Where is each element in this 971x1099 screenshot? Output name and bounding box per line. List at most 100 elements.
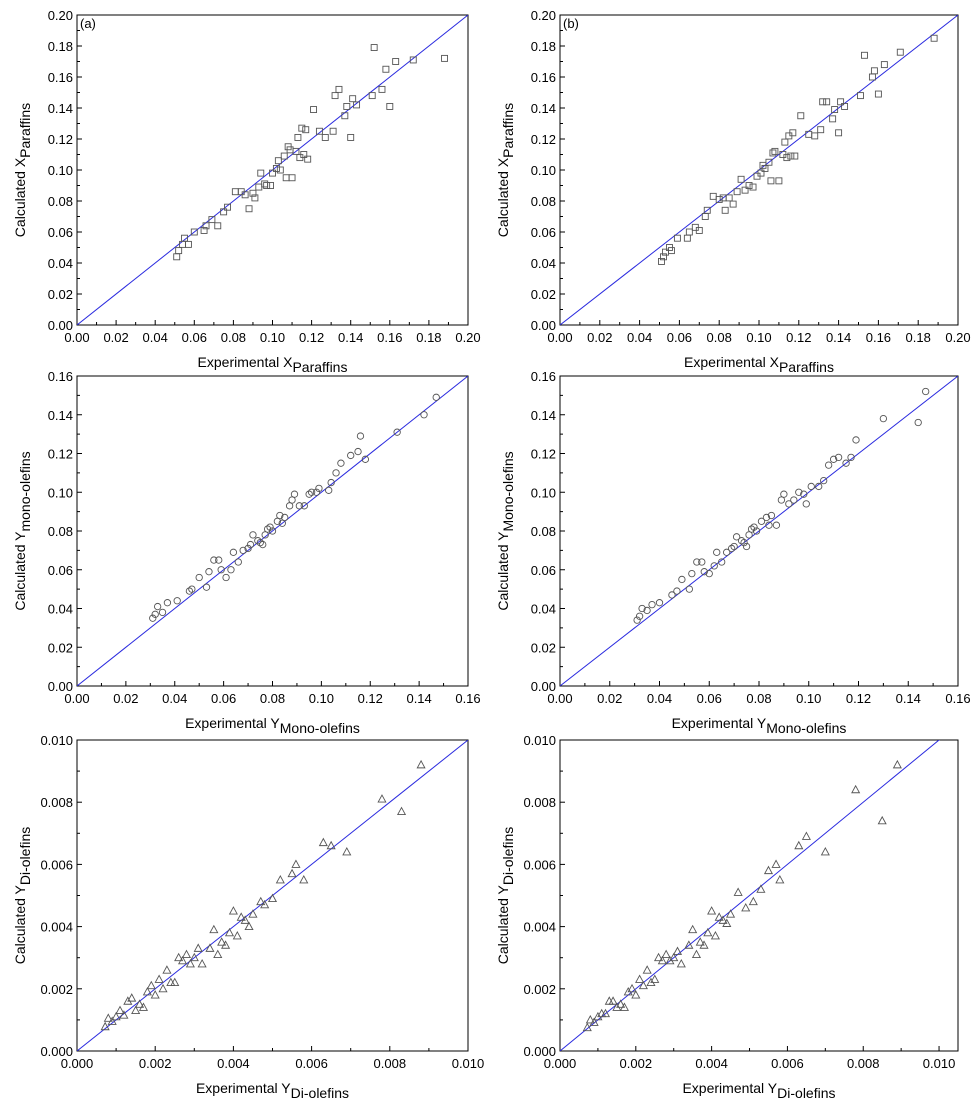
data-point xyxy=(757,517,766,525)
x-tick-label: 0.20 xyxy=(455,330,480,345)
parity-line xyxy=(560,740,940,1051)
data-point xyxy=(815,482,823,491)
y-tick-label: 0.004 xyxy=(523,920,556,935)
x-axis-label-main: Experimental Y xyxy=(682,1080,777,1096)
data-point xyxy=(349,95,357,103)
data-point xyxy=(648,600,656,609)
data-point xyxy=(740,538,748,547)
data-point xyxy=(107,1016,117,1025)
y-tick-label: 0.14 xyxy=(531,408,556,423)
data-point xyxy=(877,815,887,825)
x-tick-label: 0.20 xyxy=(945,330,970,345)
data-point xyxy=(259,540,267,549)
y-tick-label: 0.010 xyxy=(40,733,73,748)
x-axis-label-main: Experimental X xyxy=(684,354,780,370)
data-point xyxy=(741,902,751,912)
x-axis-label: Experimental YMono-olefins xyxy=(672,715,847,736)
data-point xyxy=(842,459,850,467)
y-tick-label: 0.000 xyxy=(40,1044,73,1059)
data-point xyxy=(361,455,370,463)
data-point xyxy=(757,169,765,177)
data-point xyxy=(341,112,349,120)
x-tick-label: 0.12 xyxy=(299,330,324,345)
y-axis-label: Calculated YMono-olefins xyxy=(495,451,516,610)
x-tick-label: 0.04 xyxy=(162,691,187,706)
data-point xyxy=(631,990,641,999)
data-point xyxy=(713,548,721,556)
data-point xyxy=(772,521,781,529)
y-tick-label: 0.008 xyxy=(40,795,73,810)
data-point xyxy=(703,206,711,214)
data-point xyxy=(213,949,223,959)
data-point xyxy=(335,85,343,93)
x-axis-label-main: Experimental Y xyxy=(185,715,280,731)
panel-b: 0.00 0.02 0.04 0.06 0.08 0.10 0.12 0.14 0.16 0.18… xyxy=(495,8,971,375)
y-tick-label: 0.04 xyxy=(48,602,73,617)
data-point xyxy=(146,980,156,990)
panel-e: 0.000 0.002 0.004 0.006 0.008 0.010 0.000 0.002… xyxy=(12,733,484,1099)
data-point xyxy=(742,542,751,551)
data-point xyxy=(392,58,400,65)
data-point xyxy=(835,129,843,137)
data-point xyxy=(780,490,788,498)
data-point xyxy=(246,540,255,549)
data-point xyxy=(393,428,401,436)
data-point xyxy=(653,952,664,962)
y-tick-label: 0.08 xyxy=(531,194,556,209)
y-tick-label: 0.14 xyxy=(48,101,73,116)
data-point xyxy=(709,192,717,200)
data-point xyxy=(715,195,723,203)
x-axis-label-sub: Mono-olefins xyxy=(280,720,360,736)
data-point xyxy=(710,562,718,570)
data-point xyxy=(811,132,819,140)
data-point xyxy=(163,599,172,607)
data-point xyxy=(275,875,285,884)
y-axis-label-sub: mono-olefins xyxy=(17,451,33,531)
data-point xyxy=(775,875,785,884)
panel-a: 0.00 0.02 0.04 0.06 0.08 0.10 0.12 0.14 0.16 0.18… xyxy=(12,8,481,375)
x-tick-label: 0.010 xyxy=(452,1056,485,1071)
y-tick-label: 0.14 xyxy=(48,408,73,423)
data-point xyxy=(745,182,753,189)
x-tick-label: 0.06 xyxy=(697,691,722,706)
data-point xyxy=(197,958,207,968)
data-point xyxy=(142,986,152,996)
data-point xyxy=(841,102,849,110)
x-tick-label: 0.08 xyxy=(260,691,285,706)
data-point xyxy=(683,234,691,242)
data-point xyxy=(802,500,810,508)
data-point xyxy=(673,234,681,242)
data-point xyxy=(801,831,811,840)
data-point xyxy=(272,164,280,172)
x-axis-label: Experimental XParaffins xyxy=(684,354,834,375)
data-point xyxy=(327,478,335,487)
y-axis-label: Calculated Ymono-olefins xyxy=(12,451,33,610)
data-point xyxy=(691,949,702,959)
y-tick-label: 0.08 xyxy=(48,194,73,209)
y-axis-label-main: Calculated Y xyxy=(495,884,511,964)
y-tick-label: 0.08 xyxy=(531,524,556,539)
data-point xyxy=(733,188,741,196)
data-point xyxy=(310,106,318,114)
data-point xyxy=(221,940,231,949)
y-tick-label: 0.06 xyxy=(48,563,73,578)
data-point xyxy=(276,166,284,174)
data-point xyxy=(321,133,329,141)
data-point xyxy=(741,186,749,194)
y-tick-label: 0.16 xyxy=(48,369,73,384)
y-tick-label: 0.02 xyxy=(48,640,73,655)
data-point xyxy=(280,152,288,160)
y-tick-label: 0.16 xyxy=(531,369,556,384)
data-point xyxy=(785,500,793,508)
y-axis-label-sub: Mono-olefins xyxy=(500,451,516,531)
data-point xyxy=(823,98,831,106)
x-axis-label-main: Experimental Y xyxy=(672,715,767,731)
y-tick-label: 0.16 xyxy=(48,70,73,85)
data-point xyxy=(229,548,238,556)
data-point xyxy=(930,34,938,42)
x-tick-label: 0.08 xyxy=(707,330,732,345)
y-tick-label: 0.002 xyxy=(40,982,73,997)
y-tick-label: 0.10 xyxy=(531,485,556,500)
x-tick-label: 0.02 xyxy=(103,330,128,345)
y-tick-label: 0.00 xyxy=(48,318,73,333)
